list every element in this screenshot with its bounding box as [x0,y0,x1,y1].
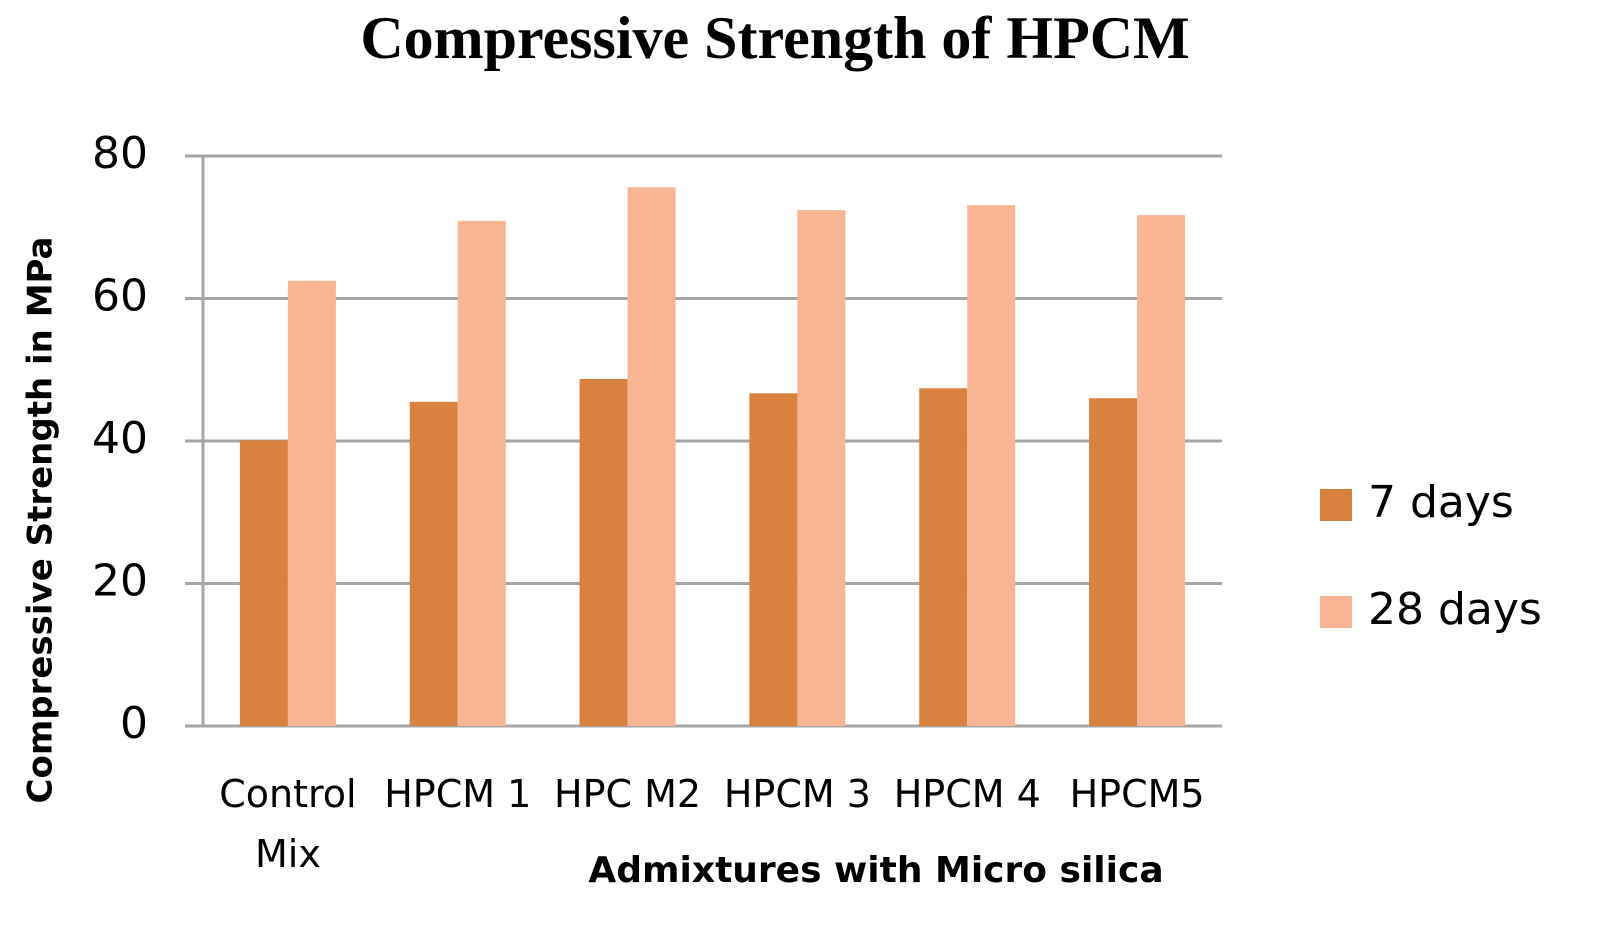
legend-swatch [1320,596,1352,628]
x-tick-label: HPCM5 [1069,772,1205,816]
x-tick-label: HPCM 1 [384,772,532,816]
bar [919,388,968,726]
y-tick-label: 20 [92,556,148,607]
legend-swatch [1320,489,1352,521]
y-tick-label: 60 [92,271,148,322]
bar [409,401,458,726]
bar [457,220,506,726]
x-tick-label: HPCM 3 [723,772,871,816]
x-tick-label: Control Mix [219,772,357,876]
bar [239,440,288,726]
y-tick-label: 80 [92,128,148,179]
bar [797,210,846,726]
x-tick-label: HPC M2 [554,772,702,816]
legend-label: 28 days [1368,584,1542,635]
bar [967,205,1016,727]
chart-title: Compressive Strength of HPCM [360,5,1189,71]
x-tick-label: HPCM 4 [893,772,1041,816]
bar [287,280,336,726]
bar [579,379,628,726]
bar [1089,398,1138,726]
y-tick-label: 0 [120,698,148,749]
legend-label: 7 days [1368,477,1514,528]
bar [749,393,798,726]
y-tick-label: 40 [92,413,148,464]
bar [1137,215,1186,726]
bar [627,187,676,727]
x-axis-label: Admixtures with Micro silica [588,850,1163,891]
y-axis-label: Compressive Strength in MPa [21,237,61,804]
